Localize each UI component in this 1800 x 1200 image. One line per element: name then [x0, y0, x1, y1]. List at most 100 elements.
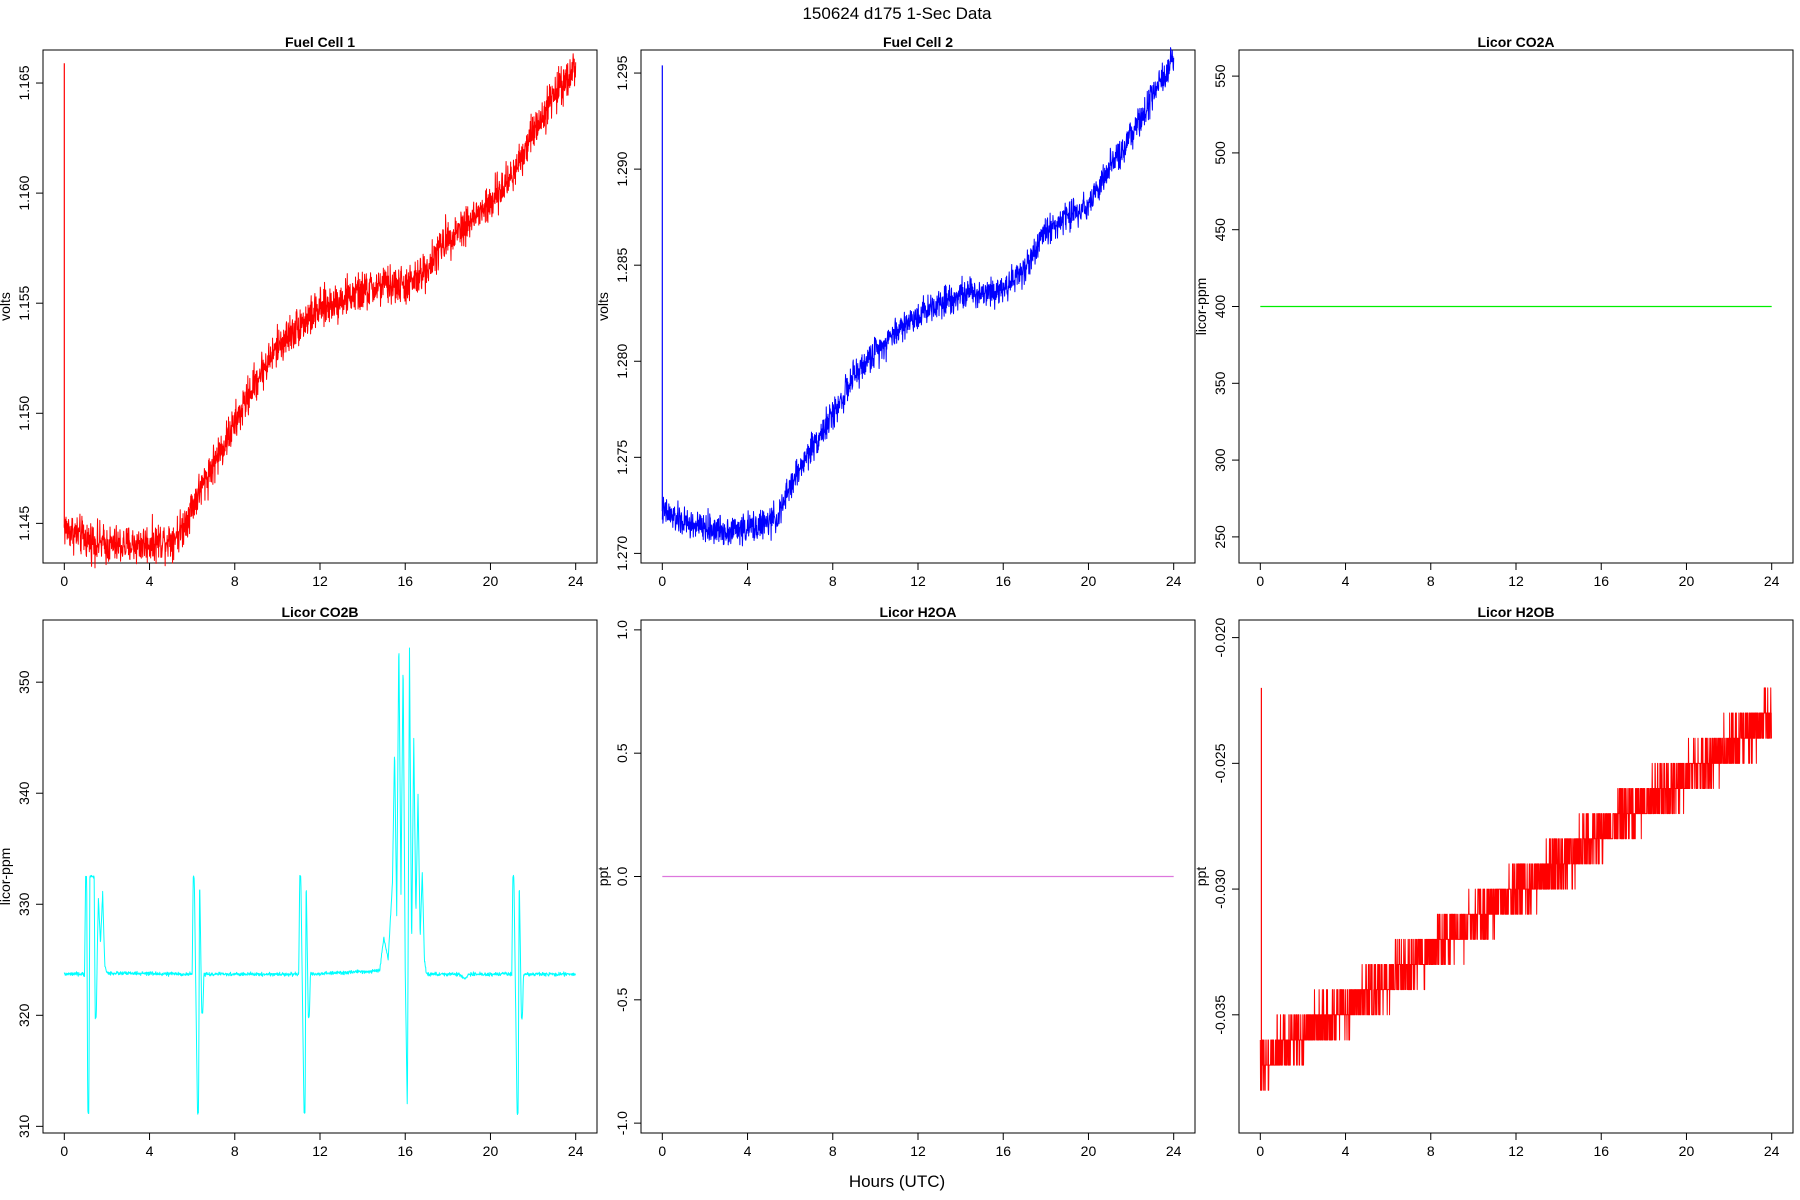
series-line: [63, 53, 577, 569]
y-axis-label: licor-ppm: [1193, 278, 1209, 336]
y-axis-label: licor-ppm: [0, 848, 13, 906]
panel-2: Licor CO2A 0 4 8 12 16 20 24 250 300 350 400 450 500 5…: [1193, 34, 1794, 589]
y-tick-label: -1.0: [614, 1111, 630, 1135]
plot-frame: [1238, 619, 1794, 1134]
panel-1: Fuel Cell 2 0 4 8 12 16 20 24 1.270 1.275 1.280 1.2…: [595, 34, 1196, 589]
y-tick-label: 1.275: [614, 440, 630, 475]
x-tick-label: 4: [1342, 573, 1350, 589]
series-line: [63, 647, 576, 1115]
y-tick-label: 1.0: [614, 620, 630, 640]
x-tick-label: 12: [312, 1143, 328, 1159]
panel-3: Licor CO2B 0 4 8 12 16 20 24 310 320 330 340 350 lico…: [0, 604, 598, 1159]
figure-x-axis-label: Hours (UTC): [849, 1172, 945, 1191]
figure-title: 150624 d175 1-Sec Data: [802, 4, 992, 23]
y-tick-label: 550: [1212, 64, 1228, 88]
x-tick-label: 0: [658, 1143, 666, 1159]
x-tick-label: 24: [568, 1143, 584, 1159]
y-tick-label: -0.030: [1212, 869, 1228, 909]
x-tick-label: 20: [1679, 573, 1695, 589]
x-tick-label: 16: [1593, 1143, 1609, 1159]
series-line: [1259, 687, 1772, 1091]
x-tick-label: 4: [146, 573, 154, 589]
y-tick-label: 450: [1212, 218, 1228, 242]
y-tick-label: 400: [1212, 295, 1228, 319]
y-tick-label: 1.160: [16, 175, 32, 210]
y-tick-label: -0.020: [1212, 618, 1228, 658]
y-tick-label: 500: [1212, 141, 1228, 165]
x-tick-label: 24: [1764, 1143, 1780, 1159]
x-tick-label: 8: [829, 1143, 837, 1159]
y-tick-label: 1.145: [16, 506, 32, 541]
x-tick-label: 24: [568, 573, 584, 589]
series-line: [661, 47, 1175, 547]
panel-4: Licor H2OA 0 4 8 12 16 20 24 -1.0 -0.5 0.0 0.5 1.0 pp…: [595, 604, 1196, 1159]
x-tick-label: 20: [483, 573, 499, 589]
y-axis-label: volts: [0, 292, 13, 321]
x-tick-label: 16: [397, 1143, 413, 1159]
x-tick-label: 4: [744, 1143, 752, 1159]
y-tick-label: 1.270: [614, 536, 630, 571]
y-tick-label: 1.155: [16, 285, 32, 320]
x-tick-label: 20: [1081, 573, 1097, 589]
chart-panels: Fuel Cell 1 0 4 8 12 16 20 24 1.145 1.150 1.155 1.1…: [0, 34, 1794, 1159]
y-tick-label: 0.5: [614, 743, 630, 763]
x-tick-label: 24: [1166, 573, 1182, 589]
y-tick-label: 1.285: [614, 247, 630, 282]
panel-title: Licor H2OA: [879, 604, 956, 620]
x-tick-label: 16: [397, 573, 413, 589]
y-tick-label: 300: [1212, 448, 1228, 472]
panel-title: Licor CO2A: [1477, 34, 1554, 50]
x-tick-label: 12: [1508, 573, 1524, 589]
x-tick-label: 20: [483, 1143, 499, 1159]
y-tick-label: 1.280: [614, 344, 630, 379]
y-tick-label: 320: [16, 1003, 32, 1027]
panel-title: Licor CO2B: [281, 604, 358, 620]
y-axis-label: ppt: [1193, 867, 1209, 887]
x-tick-label: 16: [995, 1143, 1011, 1159]
x-tick-label: 0: [60, 1143, 68, 1159]
x-tick-label: 12: [910, 1143, 926, 1159]
x-tick-label: 16: [1593, 573, 1609, 589]
x-tick-label: 12: [910, 573, 926, 589]
y-tick-label: 340: [16, 781, 32, 805]
x-tick-label: 12: [1508, 1143, 1524, 1159]
x-tick-label: 8: [231, 573, 239, 589]
x-tick-label: 0: [658, 573, 666, 589]
panel-title: Licor H2OB: [1477, 604, 1554, 620]
x-tick-label: 8: [1427, 573, 1435, 589]
y-tick-label: 1.290: [614, 151, 630, 186]
x-tick-label: 16: [995, 573, 1011, 589]
y-tick-label: 350: [16, 670, 32, 694]
x-tick-label: 12: [312, 573, 328, 589]
x-tick-label: 8: [829, 573, 837, 589]
x-tick-label: 4: [1342, 1143, 1350, 1159]
x-tick-label: 0: [1256, 1143, 1264, 1159]
y-tick-label: -0.025: [1212, 743, 1228, 783]
panel-5: Licor H2OB 0 4 8 12 16 20 24 -0.035 -0.030 -0.025 -…: [1193, 604, 1794, 1159]
panel-title: Fuel Cell 1: [285, 34, 355, 50]
x-tick-label: 8: [1427, 1143, 1435, 1159]
y-tick-label: 250: [1212, 525, 1228, 549]
panel-title: Fuel Cell 2: [883, 34, 953, 50]
x-tick-label: 20: [1679, 1143, 1695, 1159]
y-tick-label: -0.035: [1212, 995, 1228, 1035]
x-tick-label: 20: [1081, 1143, 1097, 1159]
x-tick-label: 8: [231, 1143, 239, 1159]
panel-0: Fuel Cell 1 0 4 8 12 16 20 24 1.145 1.150 1.155 1.1…: [0, 34, 598, 589]
y-tick-label: -0.5: [614, 988, 630, 1012]
y-tick-label: 0.0: [614, 867, 630, 887]
y-tick-label: 1.150: [16, 396, 32, 431]
x-tick-label: 4: [146, 1143, 154, 1159]
y-tick-label: 1.165: [16, 65, 32, 100]
y-tick-label: 310: [16, 1114, 32, 1138]
x-tick-label: 24: [1764, 573, 1780, 589]
x-tick-label: 0: [60, 573, 68, 589]
y-axis-label: volts: [595, 292, 611, 321]
y-tick-label: 1.295: [614, 55, 630, 90]
y-axis-label: ppt: [595, 867, 611, 887]
x-tick-label: 4: [744, 573, 752, 589]
x-tick-label: 24: [1166, 1143, 1182, 1159]
y-tick-label: 330: [16, 892, 32, 916]
x-tick-label: 0: [1256, 573, 1264, 589]
